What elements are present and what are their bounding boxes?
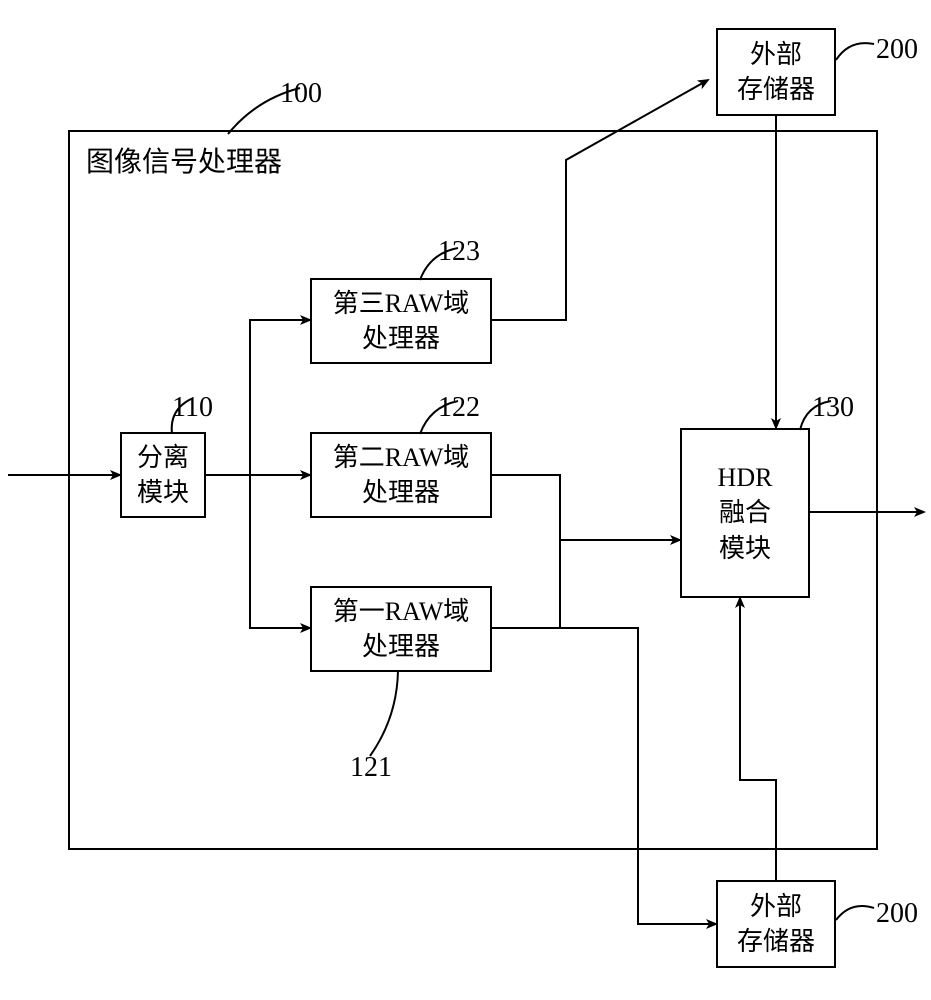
main-frame-title: 图像信号处理器 bbox=[86, 144, 282, 182]
ref-label-100: 100 bbox=[280, 78, 322, 110]
ref-label-200-bottom: 200 bbox=[876, 898, 918, 930]
ref-label-110: 110 bbox=[172, 392, 213, 424]
ref-label-200-top: 200 bbox=[876, 34, 918, 66]
leader-200t bbox=[836, 43, 874, 60]
third-raw-processor: 第三RAW域处理器 bbox=[310, 278, 492, 364]
ref-label-121: 121 bbox=[350, 752, 392, 784]
ref-label-122: 122 bbox=[438, 392, 480, 424]
ref-label-130: 130 bbox=[812, 392, 854, 424]
diagram-canvas: 图像信号处理器 分离模块 第三RAW域处理器 第二RAW域处理器 第一RAW域处… bbox=[0, 0, 931, 1000]
second-raw-processor: 第二RAW域处理器 bbox=[310, 432, 492, 518]
ref-label-123: 123 bbox=[438, 236, 480, 268]
hdr-fusion-module: HDR融合模块 bbox=[680, 428, 810, 598]
separation-module: 分离模块 bbox=[120, 432, 206, 518]
leader-200b bbox=[836, 906, 874, 920]
external-memory-top: 外部存储器 bbox=[716, 28, 836, 116]
first-raw-processor: 第一RAW域处理器 bbox=[310, 586, 492, 672]
external-memory-bottom: 外部存储器 bbox=[716, 880, 836, 968]
